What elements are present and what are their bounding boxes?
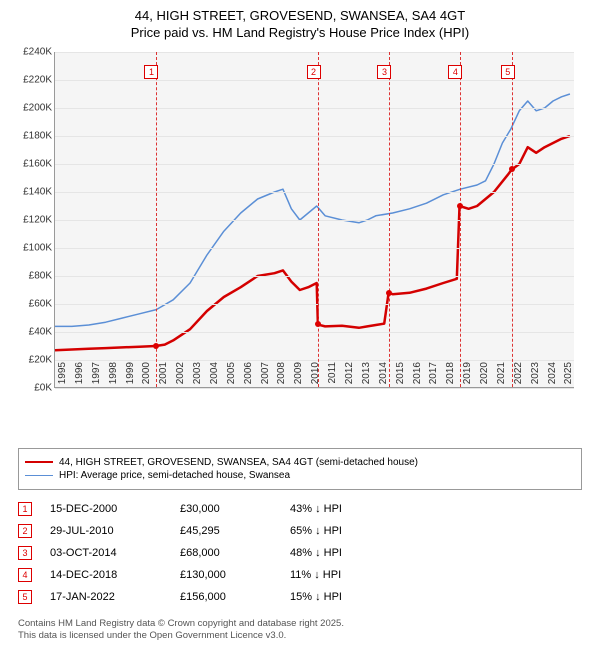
- row-price: £45,295: [180, 525, 290, 537]
- y-tick: £160K: [12, 158, 52, 169]
- row-marker: 5: [18, 590, 32, 604]
- row-delta: 43% ↓ HPI: [290, 503, 400, 515]
- marker-line-4: [460, 52, 461, 387]
- x-tick: 2025: [563, 362, 574, 392]
- x-tick: 2019: [462, 362, 473, 392]
- x-tick: 2015: [395, 362, 406, 392]
- marker-dot-1: [153, 343, 159, 349]
- table-row: 2 29-JUL-2010£45,29565% ↓ HPI: [18, 520, 582, 542]
- row-price: £130,000: [180, 569, 290, 581]
- x-tick: 1998: [108, 362, 119, 392]
- marker-line-3: [389, 52, 390, 387]
- x-tick: 2018: [445, 362, 456, 392]
- x-tick: 2012: [344, 362, 355, 392]
- y-tick: £200K: [12, 102, 52, 113]
- marker-label-5: 5: [501, 65, 515, 79]
- row-date: 15-DEC-2000: [50, 503, 180, 515]
- y-tick: £0K: [12, 382, 52, 393]
- row-date: 17-JAN-2022: [50, 591, 180, 603]
- row-marker: 3: [18, 546, 32, 560]
- legend-swatch: [25, 475, 53, 476]
- row-delta: 11% ↓ HPI: [290, 569, 400, 581]
- transaction-table: 1 15-DEC-2000£30,00043% ↓ HPI 2 29-JUL-2010…: [18, 498, 582, 608]
- x-tick: 2021: [496, 362, 507, 392]
- chart-title: 44, HIGH STREET, GROVESEND, SWANSEA, SA4…: [12, 8, 588, 42]
- y-tick: £100K: [12, 242, 52, 253]
- legend: 44, HIGH STREET, GROVESEND, SWANSEA, SA4…: [18, 448, 582, 490]
- table-row: 3 03-OCT-2014£68,00048% ↓ HPI: [18, 542, 582, 564]
- plot-area: 1 2 3 4 5: [54, 52, 574, 388]
- row-delta: 48% ↓ HPI: [290, 547, 400, 559]
- y-tick: £20K: [12, 354, 52, 365]
- x-tick: 2014: [378, 362, 389, 392]
- x-tick: 2008: [276, 362, 287, 392]
- footer-attribution: Contains HM Land Registry data © Crown c…: [18, 618, 582, 643]
- marker-dot-2: [315, 321, 321, 327]
- table-row: 4 14-DEC-2018£130,00011% ↓ HPI: [18, 564, 582, 586]
- row-marker: 2: [18, 524, 32, 538]
- chart: £0K £20K £40K £60K £80K £100K £120K £140K £160K £…: [12, 48, 588, 438]
- y-tick: £140K: [12, 186, 52, 197]
- marker-line-1: [156, 52, 157, 387]
- row-price: £156,000: [180, 591, 290, 603]
- legend-item: 44, HIGH STREET, GROVESEND, SWANSEA, SA4…: [25, 457, 575, 468]
- row-price: £30,000: [180, 503, 290, 515]
- row-marker: 1: [18, 502, 32, 516]
- x-tick: 2011: [327, 362, 338, 392]
- legend-swatch: [25, 461, 53, 463]
- marker-label-2: 2: [307, 65, 321, 79]
- marker-label-4: 4: [448, 65, 462, 79]
- x-tick: 2016: [412, 362, 423, 392]
- marker-dot-5: [509, 166, 515, 172]
- x-tick: 2003: [192, 362, 203, 392]
- x-tick: 2023: [530, 362, 541, 392]
- y-tick: £60K: [12, 298, 52, 309]
- x-tick: 1995: [57, 362, 68, 392]
- y-tick: £220K: [12, 74, 52, 85]
- x-tick: 2022: [513, 362, 524, 392]
- x-tick: 2020: [479, 362, 490, 392]
- row-marker: 4: [18, 568, 32, 582]
- x-tick: 2006: [243, 362, 254, 392]
- marker-label-3: 3: [377, 65, 391, 79]
- x-tick: 2010: [310, 362, 321, 392]
- x-tick: 1996: [74, 362, 85, 392]
- y-tick: £40K: [12, 326, 52, 337]
- legend-label: 44, HIGH STREET, GROVESEND, SWANSEA, SA4…: [59, 457, 418, 468]
- legend-label: HPI: Average price, semi-detached house,…: [59, 470, 290, 481]
- x-tick: 2005: [226, 362, 237, 392]
- row-delta: 65% ↓ HPI: [290, 525, 400, 537]
- x-tick: 2001: [158, 362, 169, 392]
- x-tick: 2013: [361, 362, 372, 392]
- marker-line-2: [318, 52, 319, 387]
- row-delta: 15% ↓ HPI: [290, 591, 400, 603]
- x-tick: 2007: [260, 362, 271, 392]
- y-tick: £80K: [12, 270, 52, 281]
- x-tick: 1997: [91, 362, 102, 392]
- row-price: £68,000: [180, 547, 290, 559]
- row-date: 14-DEC-2018: [50, 569, 180, 581]
- x-tick: 2000: [141, 362, 152, 392]
- marker-line-5: [512, 52, 513, 387]
- x-tick: 2009: [293, 362, 304, 392]
- y-tick: £180K: [12, 130, 52, 141]
- table-row: 5 17-JAN-2022£156,00015% ↓ HPI: [18, 586, 582, 608]
- x-tick: 2024: [547, 362, 558, 392]
- marker-label-1: 1: [144, 65, 158, 79]
- x-tick: 2017: [428, 362, 439, 392]
- row-date: 29-JUL-2010: [50, 525, 180, 537]
- x-tick: 2004: [209, 362, 220, 392]
- legend-item: HPI: Average price, semi-detached house,…: [25, 470, 575, 481]
- y-tick: £240K: [12, 46, 52, 57]
- x-tick: 2002: [175, 362, 186, 392]
- y-tick: £120K: [12, 214, 52, 225]
- x-tick: 1999: [125, 362, 136, 392]
- row-date: 03-OCT-2014: [50, 547, 180, 559]
- marker-dot-3: [386, 290, 392, 296]
- marker-dot-4: [457, 203, 463, 209]
- table-row: 1 15-DEC-2000£30,00043% ↓ HPI: [18, 498, 582, 520]
- series-hpi: [55, 94, 570, 326]
